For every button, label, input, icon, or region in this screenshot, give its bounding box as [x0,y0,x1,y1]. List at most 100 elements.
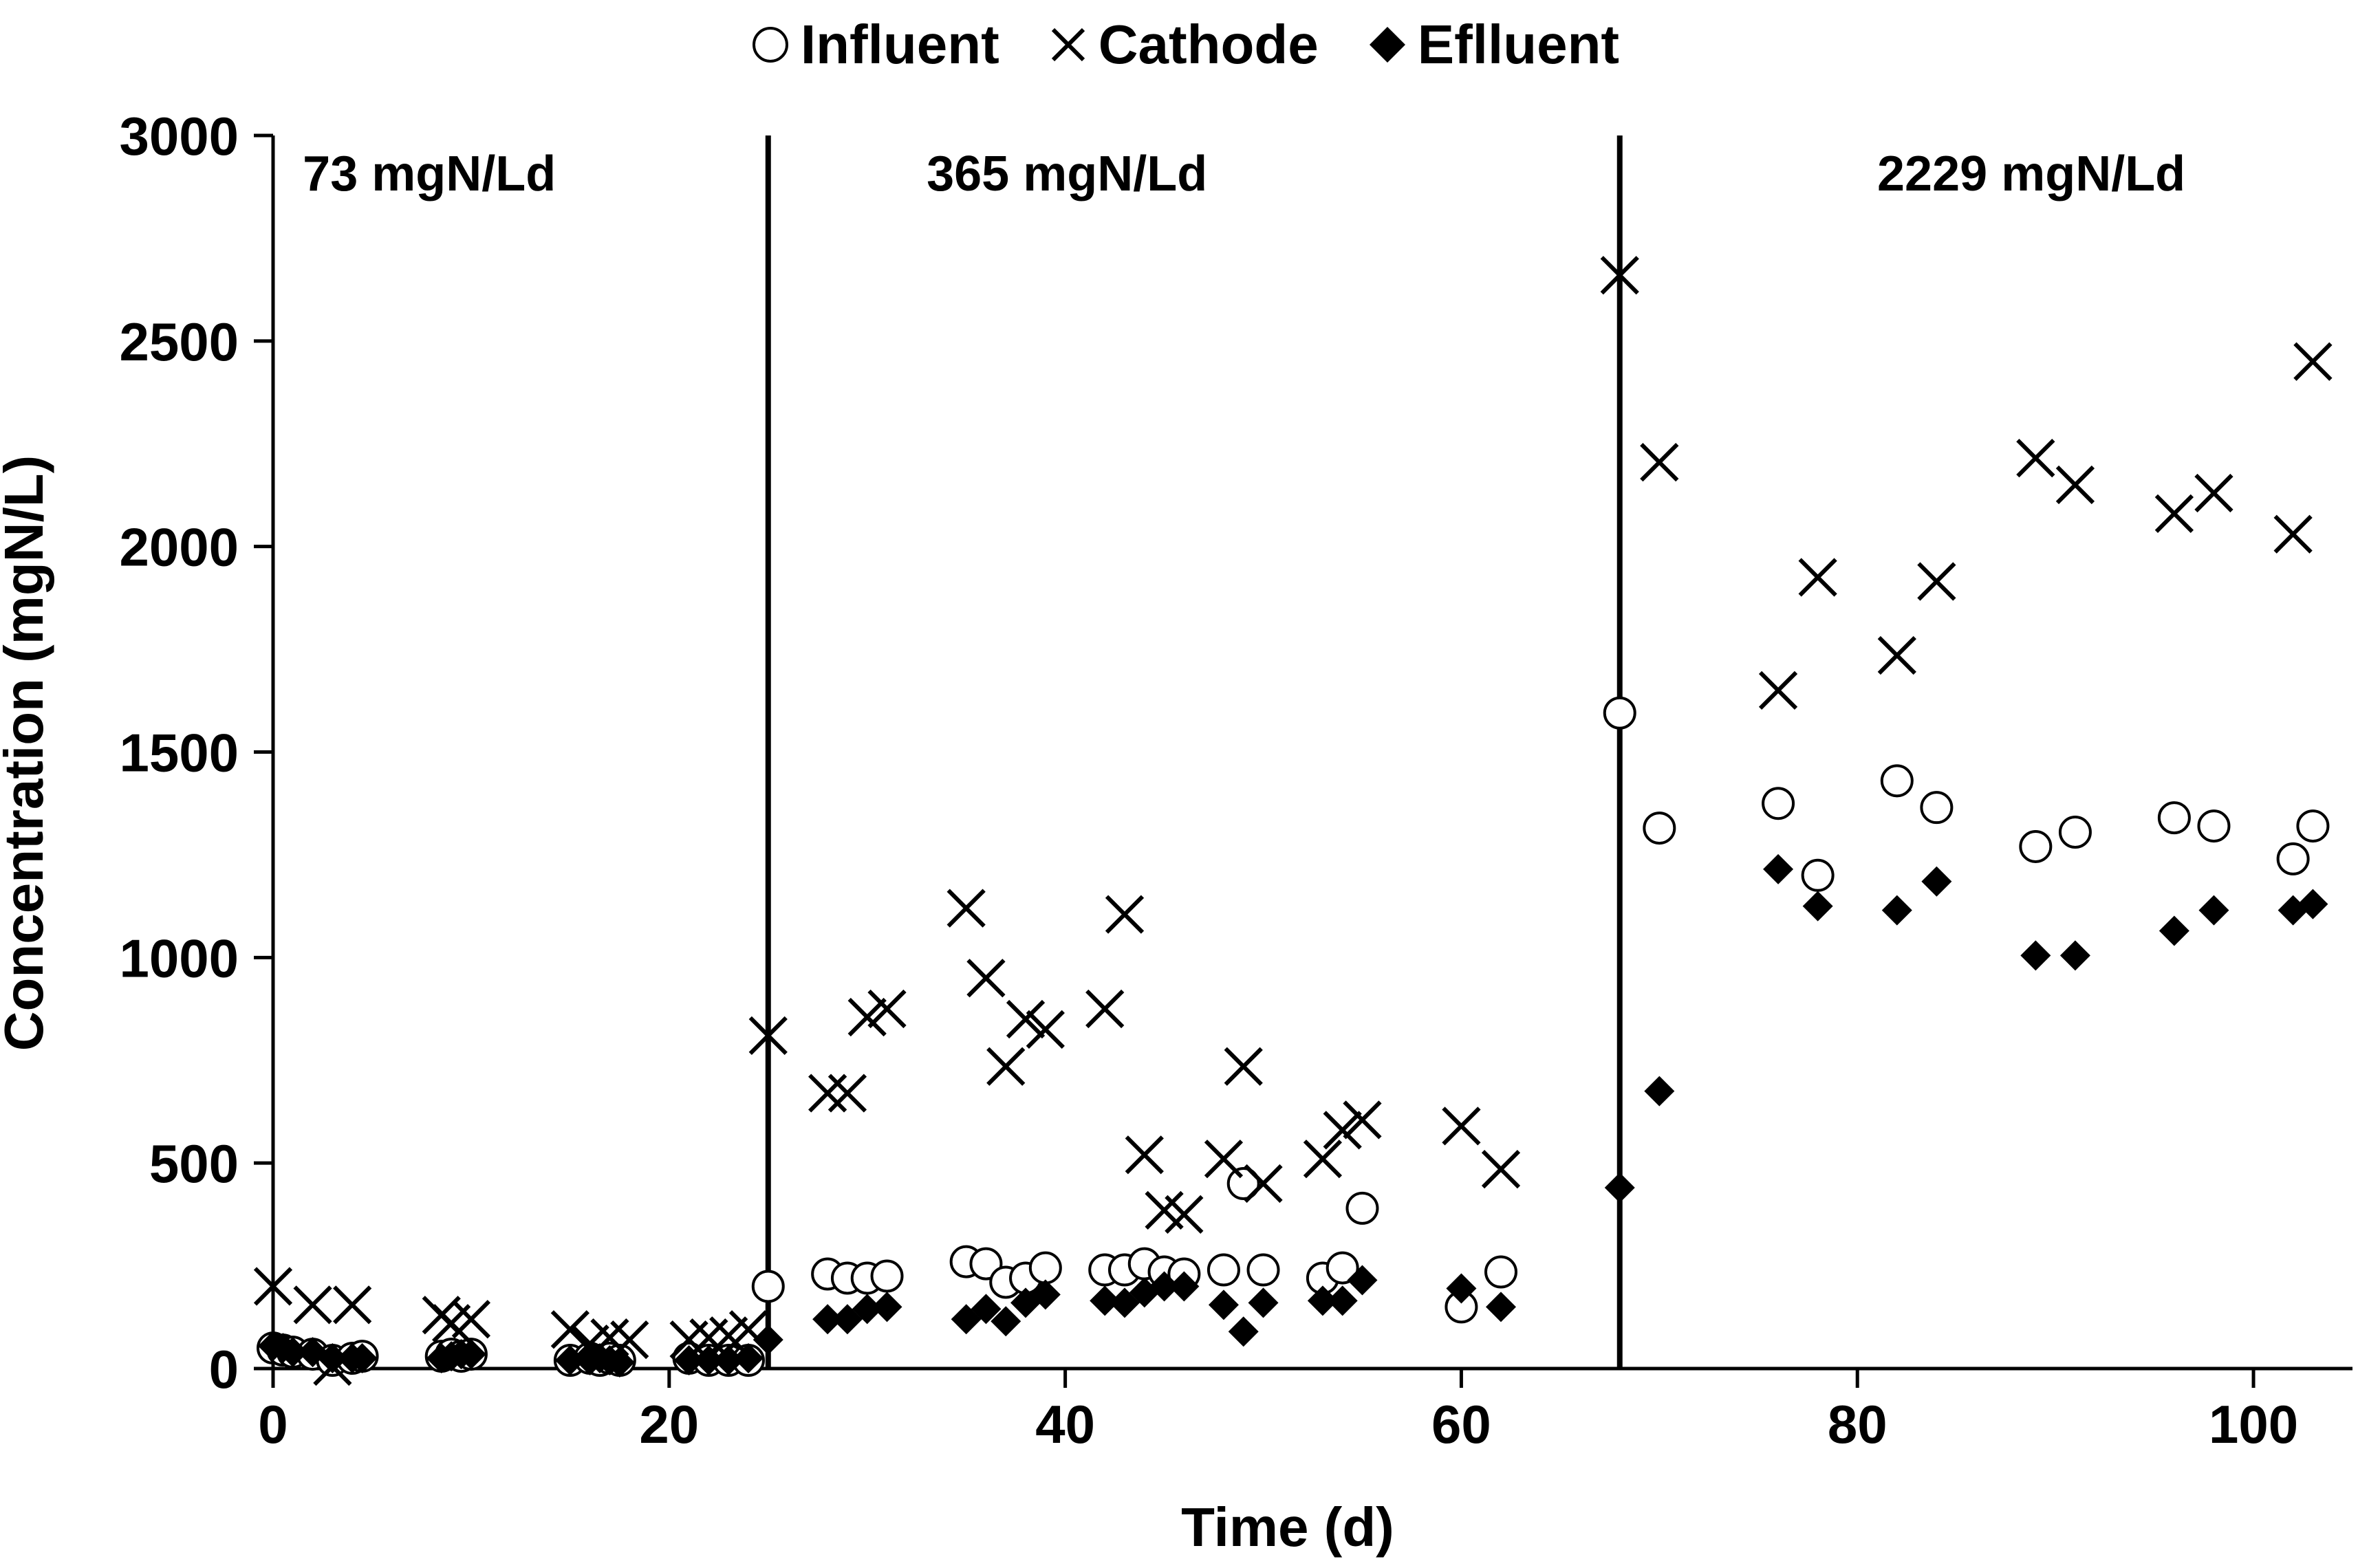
cathode-point [550,1310,589,1349]
influent-point [1920,791,1954,825]
effluent-point [673,1345,704,1376]
effluent-point [1248,1287,1279,1318]
data-points [253,256,2333,1386]
axes: 0 500 1000 1500 2000 2500 3000 0 20 40 60 80 100 [119,106,2352,1455]
effluent-point [2059,940,2090,971]
influent-point [1246,1253,1280,1287]
effluent-point [1486,1292,1517,1322]
legend-item-influent: Influent [750,13,999,76]
series-eflluent [258,853,2328,1378]
cathode-point [2055,465,2095,505]
influent-point [1801,858,1835,892]
cathode-point [986,1047,1026,1086]
y-tick-label: 2000 [119,517,239,578]
influent-point [1484,1255,1518,1289]
cathode-point [1343,1100,1382,1140]
effluent-point [1347,1265,1378,1296]
influent-point [2276,842,2310,875]
cathode-point [2273,514,2313,554]
effluent-point [1327,1285,1358,1316]
influent-point [751,1270,785,1303]
cathode-point [451,1300,491,1339]
effluent-point [277,1337,308,1368]
phase-label: 365 mgN/Ld [927,146,1207,202]
cathode-point [2016,439,2055,478]
influent-point [2058,816,2092,849]
effluent-point [1802,891,1833,922]
influent-point [1326,1251,1359,1285]
cathode-point [1085,989,1125,1029]
legend-item-cathode: Cathode [1048,13,1319,76]
y-tick-label: 2500 [119,312,239,372]
cathode-point [946,889,986,928]
cathode-point [1165,1195,1204,1234]
effluent-point [1604,1173,1635,1204]
cathode-point [2293,342,2333,381]
cathode-point [1125,1135,1164,1175]
cathode-point [1224,1047,1263,1086]
x-tick-label: 20 [639,1394,699,1455]
effluent-point [1446,1273,1477,1304]
effluent-point [554,1345,585,1376]
influent-point [1345,1191,1379,1225]
effluent-point [852,1294,883,1325]
legend-label-cathode: Cathode [1098,14,1319,75]
cathode-point [1303,1140,1343,1179]
cathode-point [1442,1107,1481,1146]
y-tick-label: 1000 [119,928,239,988]
cathode-point [253,1267,293,1306]
series-influent [257,696,2330,1378]
x-tick-label: 40 [1035,1394,1095,1455]
effluent-point [753,1325,783,1355]
effluent-point [1030,1279,1061,1310]
series-cathode [253,256,2333,1386]
effluent-point [1208,1289,1239,1320]
effluent-point [1763,853,1794,884]
cathode-point [1204,1140,1244,1179]
cathode-point [1758,671,1798,710]
legend-label-effluent: Eflluent [1417,14,1620,75]
cathode-point [1917,562,1956,601]
cathode-point [1105,895,1145,934]
diamond-icon [1369,27,1405,63]
effluent-point [2020,940,2051,971]
cathode-point [867,989,907,1029]
cathode-point [1323,1111,1362,1150]
effluent-point [1644,1076,1675,1107]
legend-item-effluent: Eflluent [1367,13,1619,76]
effluent-point [872,1292,902,1322]
legend: Influent Cathode Eflluent [0,0,2369,89]
effluent-point [455,1339,486,1370]
x-tick-label: 0 [258,1394,288,1455]
effluent-point [1090,1285,1121,1316]
cathode-point [808,1074,847,1113]
cathode-point [1006,999,1046,1039]
cathode-point [1026,1010,1065,1049]
cathode-point [1600,256,1639,295]
effluent-point [1921,866,1952,897]
x-tick-label: 80 [1828,1394,1887,1455]
effluent-point [812,1304,843,1335]
y-tick-label: 0 [209,1339,239,1400]
cathode-point [827,1074,867,1113]
effluent-point [347,1343,378,1374]
effluent-point [971,1294,1002,1325]
cathode-point [1481,1150,1521,1189]
phase-boundaries: 73 mgN/Ld 365 mgN/Ld 2229 mgN/Ld [303,135,2185,1369]
x-tick-label: 100 [2209,1394,2298,1455]
open-circle-icon [752,27,788,63]
effluent-point [693,1345,724,1376]
legend-label-influent: Influent [800,14,999,75]
influent-point [1762,787,1795,820]
cathode-point [966,959,1006,998]
cathode-point [293,1285,332,1325]
influent-point [1643,812,1676,845]
y-tick-label: 3000 [119,106,239,166]
influent-point [1028,1251,1062,1285]
influent-point [1207,1253,1240,1287]
effluent-point [317,1343,348,1374]
y-axis-title: Concentration (mgN/L) [0,455,54,1052]
influent-point [870,1259,904,1293]
cathode-point [2194,473,2233,513]
